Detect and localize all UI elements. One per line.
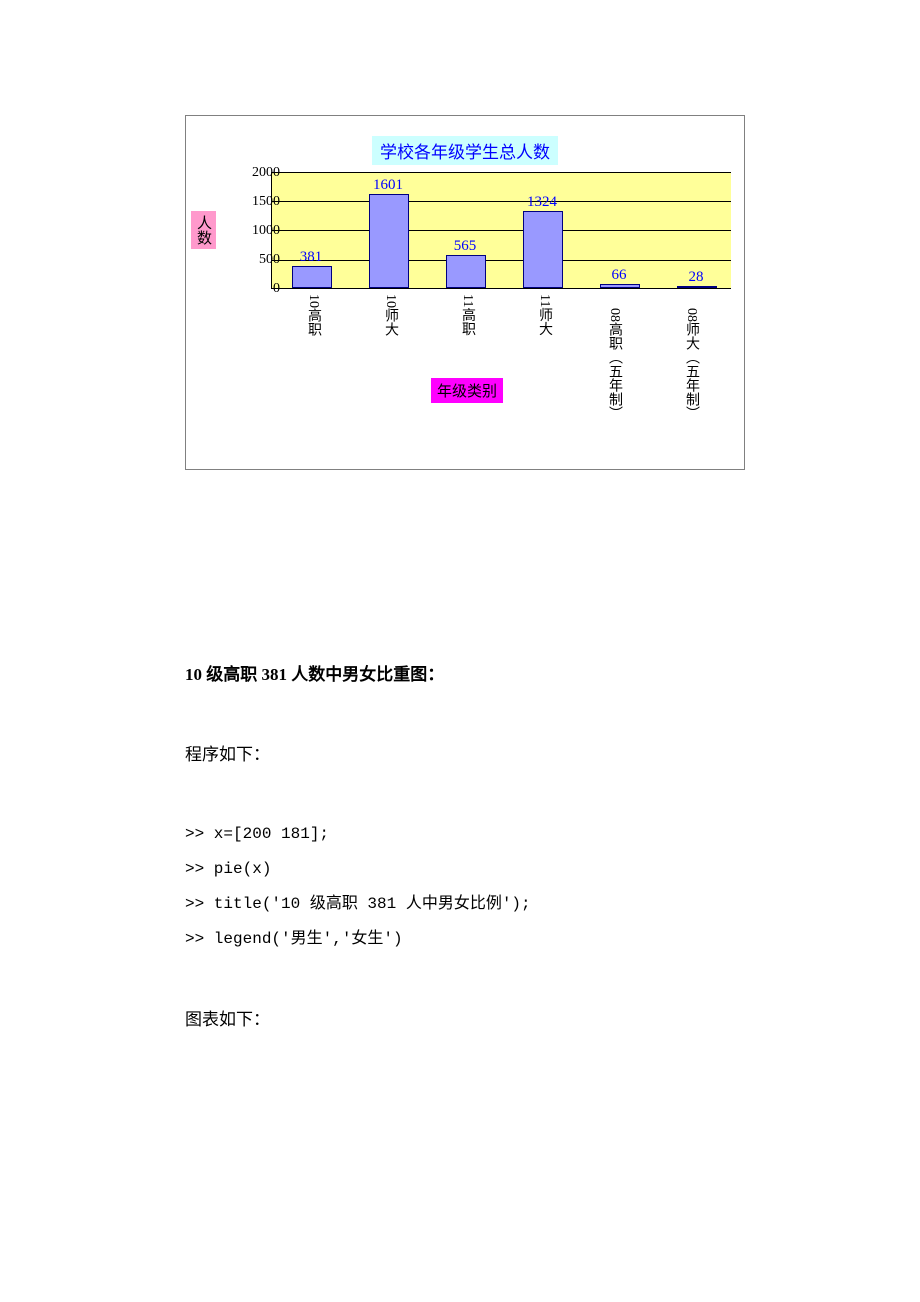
chart-label: 图表如下： [185, 1005, 270, 1036]
bar-label-3: 565 [435, 238, 495, 255]
bar-label-4: 1324 [512, 194, 572, 211]
x-tick-3: 11高职 [457, 294, 477, 335]
bar-1 [292, 266, 332, 288]
y-tick-1500: 1500 [230, 194, 280, 210]
code-line-1: >> x=[200 181]; [185, 820, 329, 849]
y-axis-label: 人数 [191, 211, 216, 249]
code-line-3: >> title('10 级高职 381 人中男女比例'); [185, 890, 531, 919]
x-tick-6: 08师大（五年制） [681, 294, 701, 434]
code-line-4: >> legend('男生','女生') [185, 925, 403, 954]
plot-area [271, 172, 731, 289]
x-tick-4: 11师大 [534, 294, 554, 335]
y-tick-1000: 1000 [230, 223, 280, 239]
bar-4 [523, 211, 563, 288]
x-tick-1: 10高职 [303, 294, 323, 336]
gridline [272, 172, 731, 173]
x-axis-label: 年级类别 [431, 378, 503, 403]
bar-5 [600, 284, 640, 288]
gridline [272, 201, 731, 202]
section-title: 10 级高职 381 人数中男女比重图： [185, 660, 444, 685]
y-tick-500: 500 [230, 252, 280, 268]
bar-3 [446, 255, 486, 288]
bar-label-2: 1601 [358, 177, 418, 194]
bar-2 [369, 194, 409, 288]
bar-label-1: 381 [281, 249, 341, 266]
bar-label-5: 66 [589, 267, 649, 284]
bar-6 [677, 286, 717, 288]
gridline [272, 230, 731, 231]
bar-label-6: 28 [666, 269, 726, 286]
x-tick-5: 08高职（五年制） [604, 294, 624, 434]
y-tick-0: 0 [230, 281, 280, 297]
code-line-2: >> pie(x) [185, 855, 271, 884]
program-label: 程序如下： [185, 740, 270, 771]
y-tick-2000: 2000 [230, 165, 280, 181]
bar-chart-container: 学校各年级学生总人数 人数 0 500 1000 1500 2000 381 1… [185, 115, 745, 470]
chart-title: 学校各年级学生总人数 [372, 136, 558, 165]
x-tick-2: 10师大 [380, 294, 400, 336]
